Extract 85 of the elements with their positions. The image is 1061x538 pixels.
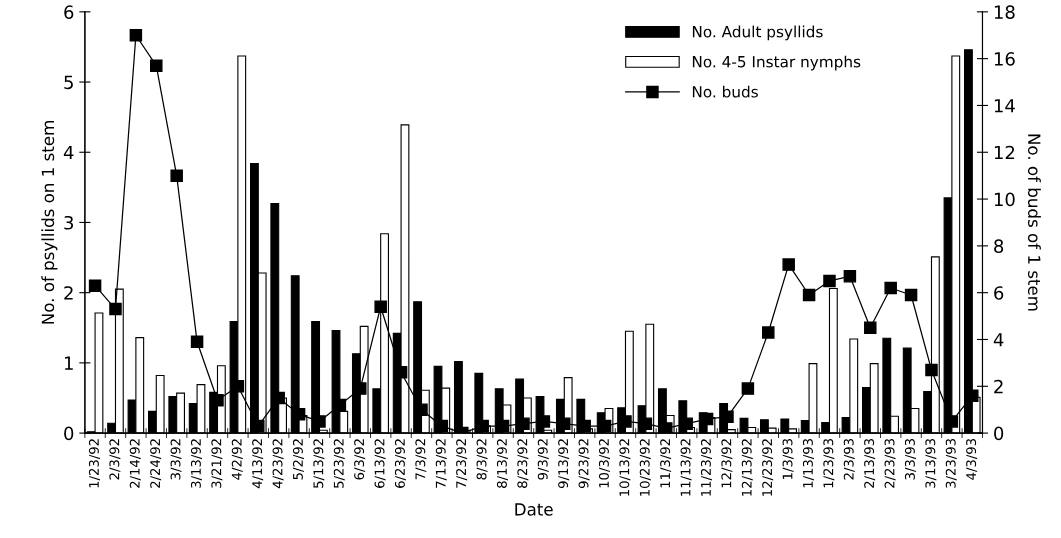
x-tick-label: 7/3/92 [415, 439, 427, 480]
x-tick-label: 11/23/92 [700, 439, 712, 496]
point [88, 279, 102, 292]
x-tick-label: 1/3/93 [782, 439, 794, 479]
legend-label: No. buds [692, 85, 758, 98]
point [741, 382, 755, 395]
x-tick-label: 1/23/92 [88, 439, 100, 488]
x-tick-label: 2/3/93 [843, 439, 855, 480]
x-tick-label: 3/3/93 [904, 439, 916, 480]
x-tick-label: 12/13/92 [741, 439, 753, 496]
x-tick-label: 3/23/93 [945, 439, 957, 488]
y-tick-label: 5 [64, 75, 73, 90]
x-tick-label: 3/13/93 [925, 439, 937, 488]
x-tick-label: 2/13/93 [864, 439, 876, 488]
x-tick-label: 5/2/92 [292, 439, 304, 480]
y-tick-label: 4 [63, 145, 74, 160]
x-tick-label: 5/13/92 [313, 439, 325, 488]
x-tick-label: 1/23/93 [823, 439, 835, 488]
y2-tick-label: 16 [994, 52, 1015, 66]
y2-tick-label: 10 [994, 192, 1015, 207]
y2-tick-label: 8 [994, 239, 1004, 253]
x-tick-label: 3/3/92 [170, 439, 182, 480]
x-tick-label: 11/13/92 [680, 439, 692, 496]
x-tick-label: 4/13/92 [252, 439, 264, 489]
point [864, 321, 877, 335]
y2-tick-label: 18 [994, 5, 1015, 19]
x-tick-label: 8/13/92 [496, 439, 508, 488]
point [374, 300, 387, 313]
y-tick-label: 2 [64, 286, 73, 300]
y2-tick-label: 12 [994, 145, 1015, 160]
y-tick-label: 6 [64, 5, 74, 19]
y-axis-title: No. of psyllids on 1 stem [41, 121, 58, 324]
x-tick-label: 1/13/93 [802, 439, 814, 488]
x-tick-label: 3/21/92 [211, 439, 223, 488]
point [762, 326, 775, 339]
x-tick-label: 9/13/92 [558, 439, 570, 488]
x-tick-label: 4/2/92 [231, 439, 243, 480]
x-tick-label: 9/23/92 [578, 439, 590, 488]
point [904, 288, 918, 302]
x-tick-label: 10/3/92 [598, 439, 610, 488]
x-tick-label: 12/23/92 [762, 439, 774, 496]
x-tick-label: 6/3/92 [354, 439, 366, 480]
point [802, 288, 816, 302]
x-tick-label: 7/23/92 [456, 439, 468, 488]
point [884, 281, 897, 295]
x-tick-label: 10/13/92 [619, 439, 631, 496]
x-tick-label: 2/14/92 [129, 439, 141, 488]
x-tick-label: 11/3/92 [660, 439, 672, 488]
y-tick-label: 1 [64, 356, 73, 370]
x-tick-label: 9/3/92 [537, 439, 549, 480]
point [170, 169, 183, 182]
y2-tick-label: 14 [994, 99, 1015, 113]
x-tick-label: 2/3/92 [109, 439, 121, 480]
point [782, 258, 795, 271]
point [823, 274, 836, 288]
x-tick-label: 7/13/92 [435, 439, 447, 488]
x-tick-label: 2/23/93 [884, 439, 896, 488]
x-tick-label: 10/23/92 [639, 439, 651, 496]
y2-tick-label: 6 [994, 286, 1004, 300]
x-tick-label: 6/13/92 [374, 439, 386, 488]
y2-tick-label: 4 [993, 333, 1004, 347]
x-tick-label: 8/23/92 [517, 439, 529, 488]
x-tick-label: 6/23/92 [394, 439, 406, 488]
y2-axis-title: No. of buds of 1 stem [1027, 134, 1041, 311]
x-tick-label: 8/3/92 [476, 439, 488, 480]
point [843, 270, 857, 283]
y2-tick-label: 2 [994, 379, 1003, 394]
y-tick-label: 0 [64, 426, 74, 441]
point [190, 335, 204, 349]
x-axis-title: Date [515, 503, 553, 516]
legend-label: No. 4-5 Instar nymphs [692, 55, 861, 71]
x-tick-label: 5/23/92 [333, 439, 345, 488]
x-tick-label: 4/3/93 [966, 439, 978, 480]
x-tick-label: 12/3/92 [721, 439, 733, 488]
point [700, 412, 714, 426]
point [109, 302, 122, 316]
x-tick-label: 4/23/92 [272, 439, 284, 489]
x-tick-label: 3/13/92 [190, 439, 202, 488]
point [129, 28, 143, 42]
y2-tick-label: 0 [994, 426, 1004, 441]
x-tick-label: 2/24/92 [150, 439, 162, 488]
point [925, 363, 938, 377]
point [150, 59, 163, 72]
y-tick-label: 3 [64, 215, 74, 230]
legend-label: No. Adult psyllids [692, 25, 823, 41]
